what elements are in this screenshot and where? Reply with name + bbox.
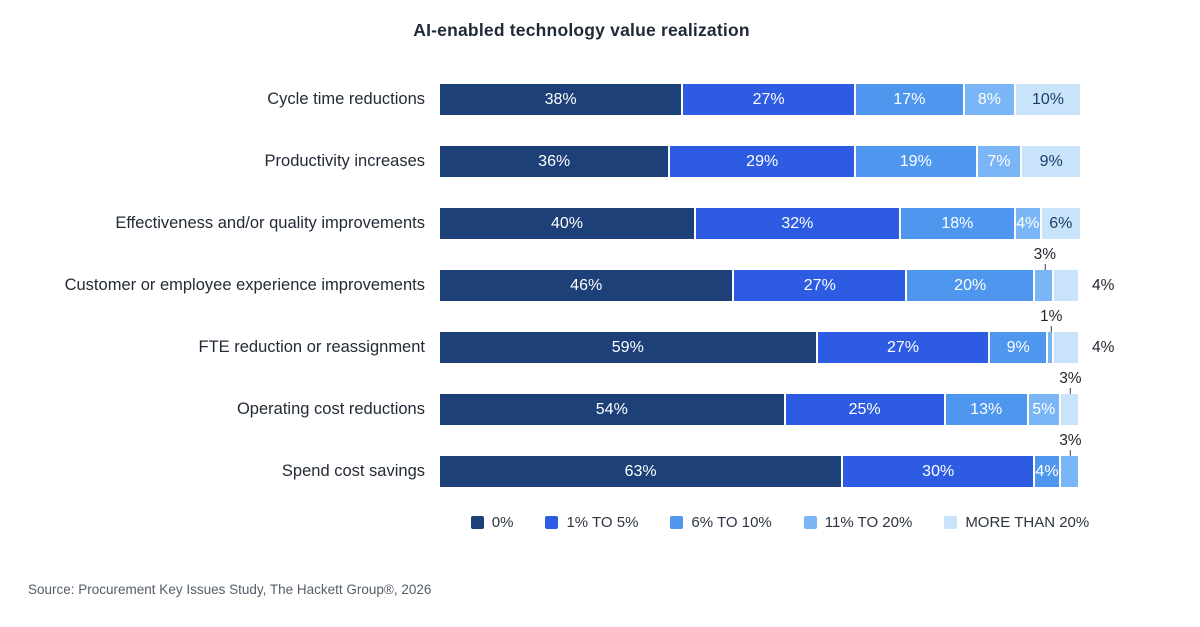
legend-label: 0% — [491, 514, 514, 531]
bar-segment: 63% — [440, 456, 844, 487]
legend-color-swatch — [803, 516, 817, 529]
chart-legend: 0% 1% TO 5% 6% TO 10% 11% TO 20% MORE THAN 2… — [440, 514, 1120, 531]
stacked-bar-rows: Cycle time reductions 38% 27% 17% 8% 10% Produ… — [28, 84, 1114, 487]
bar-segment — [1054, 270, 1080, 301]
category-label: Customer or employee experience improvem… — [64, 276, 425, 294]
segment-value-text: 3% — [1033, 245, 1056, 263]
bar-segment: 6% — [1041, 208, 1080, 239]
bar-segment: 9% — [990, 332, 1048, 363]
category-label: Productivity increases — [264, 152, 425, 170]
bar-segment: 29% — [670, 146, 856, 177]
segment-value-label-right: 4% — [1092, 276, 1115, 294]
bar-segment — [1054, 332, 1080, 363]
bar-segment: 38% — [440, 84, 684, 115]
legend-label: 1% TO 5% — [566, 514, 639, 531]
legend-item: 1% TO 5% — [545, 514, 638, 531]
legend-item: 6% TO 10% — [670, 514, 772, 531]
segment-value-text: 3% — [1059, 431, 1082, 449]
bar-segment: 13% — [945, 394, 1029, 425]
source-note: Source: Procurement Key Issues Study, Th… — [28, 582, 432, 597]
bar-segment — [1035, 270, 1055, 301]
bar-track: 36% 29% 19% 7% 9% — [440, 146, 1080, 177]
bar-segment: 4% — [1015, 208, 1042, 239]
segment-value-label-right: 4% — [1092, 338, 1115, 356]
segment-value-label-above: 3% — [1059, 431, 1082, 456]
bar-segment: 40% — [440, 208, 696, 239]
segment-value-text: 1% — [1039, 307, 1063, 325]
chart-row: Productivity increases 36% 29% 19% 7% 9% — [28, 146, 1095, 177]
chart-row: Operating cost reductions 54% 25% 13% 5% 3% — [28, 370, 1095, 425]
bar-segment: 30% — [843, 456, 1036, 487]
legend-item: MORE THAN 20% — [944, 514, 1089, 531]
category-label: Effectiveness and/or quality improvement… — [115, 214, 425, 232]
label-leader-line — [1050, 326, 1052, 332]
bar-segment: 25% — [785, 394, 946, 425]
bar-track: 54% 25% 13% 5% 3% — [440, 370, 1082, 425]
bar-segment: 27% — [683, 84, 856, 115]
bar-segment — [1060, 394, 1080, 425]
bar-segment: 8% — [964, 84, 1016, 115]
chart-row: Customer or employee experience improvem… — [28, 246, 1114, 301]
bar-segment: 46% — [440, 270, 735, 301]
segment-value-label-above: 3% — [1059, 369, 1082, 394]
bar-segment: 27% — [817, 332, 991, 363]
chart-row: FTE reduction or reassignment 59% 27% 9% 1% 4… — [28, 308, 1114, 363]
legend-item: 0% — [470, 514, 514, 531]
bar-segment: 18% — [900, 208, 1016, 239]
bar-segment: 36% — [440, 146, 671, 177]
category-label: Spend cost savings — [281, 462, 425, 480]
bar-segment: 7% — [977, 146, 1023, 177]
legend-color-swatch — [670, 516, 684, 529]
bar-segment: 10% — [1015, 84, 1080, 115]
bar-segment: 20% — [907, 270, 1036, 301]
bar-track: 46% 27% 20% 3% 4% — [440, 246, 1114, 301]
legend-label: 6% TO 10% — [691, 514, 772, 531]
chart-row: Spend cost savings 63% 30% 4% 3% — [28, 432, 1095, 487]
bar-segment: 19% — [855, 146, 978, 177]
bar-segment: 54% — [440, 394, 786, 425]
legend-item: 11% TO 20% — [803, 514, 913, 531]
label-leader-line — [1044, 264, 1046, 270]
bar-segment: 5% — [1028, 394, 1061, 425]
legend-color-swatch — [944, 516, 958, 529]
label-leader-line — [1069, 450, 1071, 456]
bar-segment: 27% — [734, 270, 908, 301]
bar-segment — [1047, 332, 1055, 363]
legend-label: MORE THAN 20% — [965, 514, 1090, 531]
bar-segment — [1060, 456, 1080, 487]
bar-segment: 17% — [855, 84, 965, 115]
bar-segment: 59% — [440, 332, 818, 363]
bar-track: 40% 32% 18% 4% 6% — [440, 208, 1080, 239]
category-label: Operating cost reductions — [236, 400, 425, 418]
segment-value-label-above: 3% — [1034, 246, 1056, 270]
bar-segment: 9% — [1022, 146, 1080, 177]
category-label: Cycle time reductions — [267, 90, 425, 108]
legend-color-swatch — [545, 516, 559, 529]
chart-title: AI-enabled technology value realization — [413, 20, 750, 40]
legend-color-swatch — [470, 516, 484, 529]
bar-track: 59% 27% 9% 1% 4% — [440, 308, 1114, 363]
category-label: FTE reduction or reassignment — [198, 338, 425, 356]
bar-segment: 4% — [1035, 456, 1061, 487]
label-leader-line — [1069, 388, 1071, 394]
legend-label: 11% TO 20% — [824, 514, 913, 531]
bar-track: 38% 27% 17% 8% 10% — [440, 84, 1080, 115]
bar-track: 63% 30% 4% 3% — [440, 432, 1082, 487]
bar-segment: 32% — [696, 208, 901, 239]
chart-row: Cycle time reductions 38% 27% 17% 8% 10% — [28, 84, 1095, 115]
chart-row: Effectiveness and/or quality improvement… — [28, 208, 1095, 239]
segment-value-label-above: 1% — [1040, 308, 1062, 332]
segment-value-text: 3% — [1059, 369, 1082, 387]
